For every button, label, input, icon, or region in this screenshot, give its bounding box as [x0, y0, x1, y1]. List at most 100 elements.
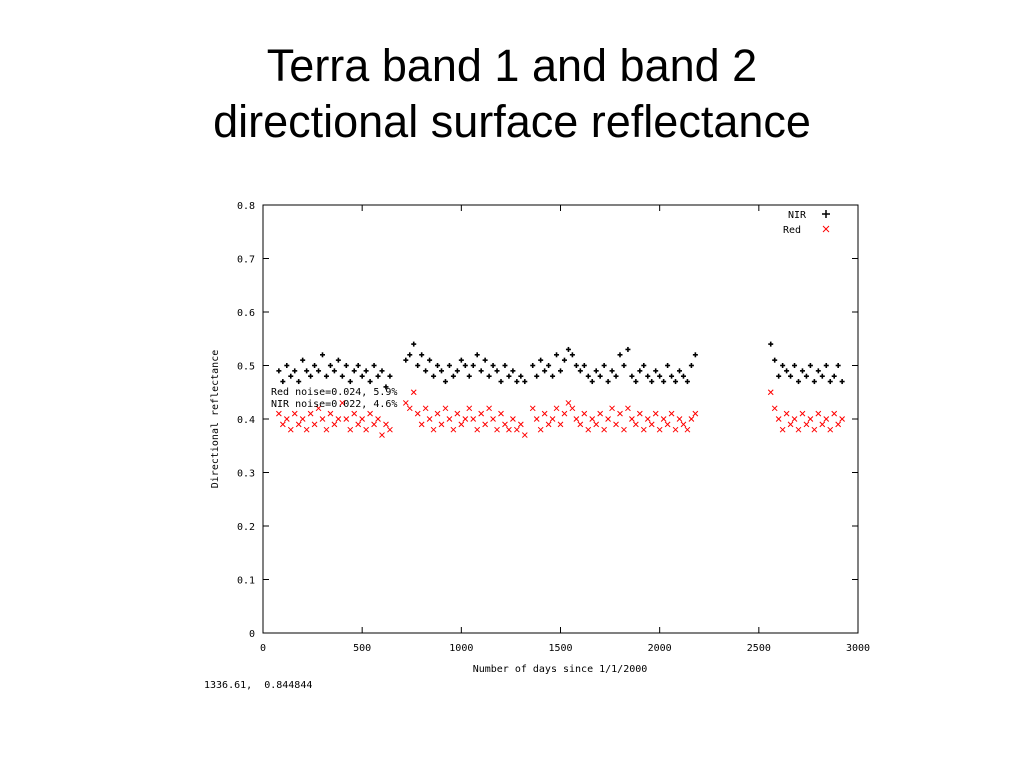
red-point	[664, 421, 671, 428]
nir-point	[827, 379, 833, 385]
nir-point	[792, 363, 798, 368]
red-point	[387, 426, 393, 433]
nir-point	[462, 363, 468, 368]
red-point	[315, 405, 322, 412]
nir-point	[403, 357, 409, 363]
red-point	[537, 426, 544, 433]
y-tick: 0.7	[237, 255, 858, 266]
red-point	[335, 416, 342, 422]
red-point	[454, 410, 461, 417]
red-point	[831, 410, 838, 417]
x-tick-label: 2500	[747, 643, 771, 654]
red-point	[803, 421, 810, 428]
nir-point	[419, 352, 425, 358]
red-point	[371, 421, 377, 428]
nir-point	[569, 352, 575, 358]
nir-point	[442, 379, 448, 385]
nir-point	[379, 368, 385, 374]
red-point	[506, 426, 512, 433]
red-point	[279, 421, 286, 428]
slide-title-line1: Terra band 1 and band 2	[266, 40, 758, 91]
red-point	[410, 389, 417, 396]
annotation-nir-noise: NIR noise=0.022, 4.6%	[271, 399, 397, 410]
red-point	[589, 416, 596, 422]
nir-point	[316, 368, 322, 374]
nir-point	[839, 379, 845, 385]
red-point	[514, 426, 520, 433]
red-point	[375, 416, 381, 422]
y-tick: 0.6	[237, 308, 858, 319]
nir-point	[351, 368, 357, 374]
red-point	[593, 421, 600, 428]
red-point	[633, 421, 639, 428]
nir-point	[292, 368, 298, 374]
nir-point	[470, 363, 476, 368]
red-point	[783, 410, 790, 417]
x-tick-label: 1500	[548, 643, 572, 654]
nir-point	[498, 379, 504, 385]
nir-point	[284, 363, 290, 368]
red-point	[823, 416, 830, 422]
nir-point	[799, 368, 805, 374]
nir-point	[534, 373, 540, 379]
nir-point	[474, 352, 480, 358]
nir-point	[554, 352, 560, 358]
red-point	[533, 416, 540, 422]
red-point	[517, 421, 524, 428]
nir-point	[359, 373, 365, 379]
red-point	[621, 426, 627, 433]
red-point	[287, 426, 294, 433]
red-point	[807, 416, 814, 422]
y-tick: 0.3	[237, 469, 858, 480]
red-point	[839, 416, 845, 422]
x-tick: 1000	[449, 205, 473, 654]
red-point	[486, 405, 492, 412]
y-tick-label: 0.1	[237, 576, 255, 587]
red-point	[466, 405, 473, 412]
nir-point	[288, 373, 294, 379]
legend-marker-nir	[822, 210, 830, 218]
red-point	[442, 405, 449, 412]
red-point	[383, 421, 389, 428]
nir-point	[304, 368, 310, 374]
nir-point	[589, 379, 595, 385]
nir-point	[815, 368, 821, 374]
red-point	[402, 400, 409, 406]
nir-point	[593, 368, 599, 374]
nir-point	[637, 368, 643, 374]
red-point	[323, 426, 330, 433]
nir-point	[561, 357, 567, 363]
red-point	[585, 426, 592, 433]
red-point	[426, 416, 433, 422]
red-point	[811, 426, 818, 433]
red-point	[636, 410, 643, 417]
red-point	[648, 421, 655, 428]
red-point	[458, 421, 465, 428]
red-point	[367, 410, 373, 417]
y-tick: 0	[249, 629, 858, 640]
nir-point	[577, 368, 583, 374]
red-point	[799, 410, 806, 417]
slide-title: Terra band 1 and band 2 directional surf…	[0, 38, 1024, 150]
nir-point	[367, 379, 373, 385]
red-point	[601, 426, 607, 433]
nir-point	[803, 373, 809, 379]
x-tick: 2000	[648, 205, 672, 654]
nir-point	[784, 368, 790, 374]
y-tick: 0.2	[237, 522, 858, 533]
nir-point	[506, 373, 512, 379]
x-tick-label: 1000	[449, 643, 473, 654]
nir-point	[776, 373, 782, 379]
red-point	[430, 426, 437, 433]
y-tick-label: 0.5	[237, 362, 255, 373]
red-point	[283, 416, 290, 422]
nir-point	[692, 352, 698, 358]
nir-point	[661, 379, 667, 385]
x-tick: 3000	[846, 205, 870, 654]
x-tick: 0	[260, 205, 266, 654]
nir-point	[486, 373, 492, 379]
nir-point	[510, 368, 516, 374]
nir-point	[454, 368, 460, 374]
annotation-red-noise: Red noise=0.024, 5.9%	[271, 387, 397, 398]
nir-point	[542, 368, 548, 374]
